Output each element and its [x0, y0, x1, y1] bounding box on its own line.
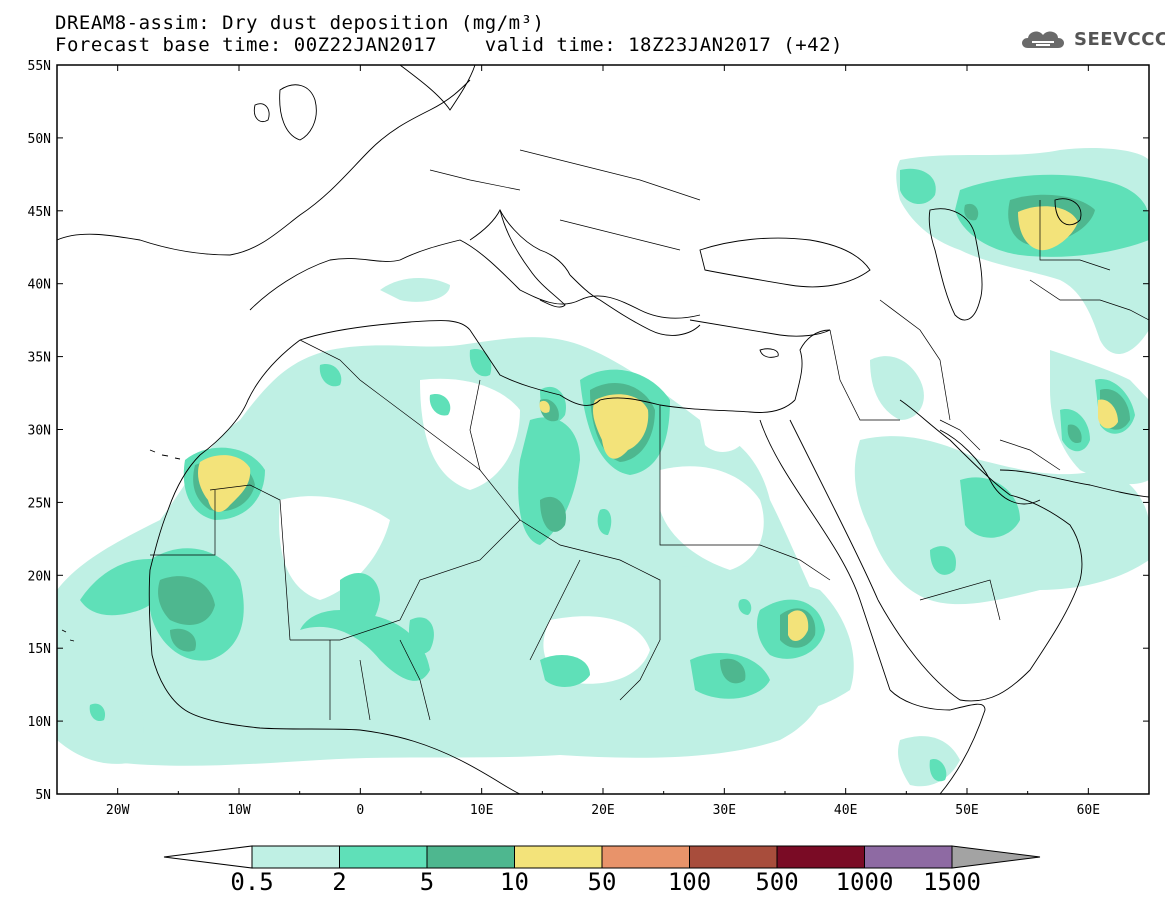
logo-text: SEEVCCC: [1074, 28, 1165, 50]
lon-tick-label: 40E: [834, 803, 857, 818]
colorbar-under-triangle: [163, 845, 253, 869]
colorbar-swatch: [776, 845, 865, 869]
lon-tick-label: 10W: [227, 803, 251, 818]
colorbar-level-label: 50: [587, 868, 617, 896]
forecast-time-subtitle: Forecast base time: 00Z22JAN2017 valid t…: [55, 34, 843, 56]
colorbar-swatch: [514, 845, 603, 869]
lat-tick-label: 30N: [28, 424, 51, 439]
colorbar-swatch: [864, 845, 953, 869]
colorbar-level-label: 500: [755, 868, 799, 896]
longitude-axis: 20W 10W 0 10E 20E 30E 40E 50E 60E: [56, 65, 1150, 818]
colorbar-level-label: 1000: [835, 868, 894, 896]
seevccc-logo: SEEVCCC: [1018, 26, 1165, 52]
lon-tick-label: 50E: [955, 803, 978, 818]
cloud-icon: [1022, 31, 1064, 48]
lat-tick-label: 55N: [28, 59, 51, 74]
lat-tick-label: 15N: [28, 642, 51, 657]
lat-tick-label: 40N: [28, 278, 51, 293]
lon-tick-label: 20E: [591, 803, 614, 818]
lon-tick-label: 0: [356, 803, 364, 818]
lat-tick-label: 50N: [28, 132, 51, 147]
lat-tick-label: 25N: [28, 496, 51, 511]
colorbar-level-label: 10: [500, 868, 529, 896]
lat-tick-label: 45N: [28, 205, 51, 220]
lat-tick-label: 35N: [28, 351, 51, 366]
colorbar-swatch: [426, 845, 515, 869]
latitude-axis: 5N 10N 15N 20N 25N 30N 35N 40N 45N 50N 55N: [28, 59, 1149, 803]
border-layer: [150, 149, 1149, 721]
dust-field-layer: [57, 148, 1149, 787]
coastline-layer: [57, 65, 1149, 794]
colorbar-level-label: 5: [419, 868, 435, 896]
colorbar-level-label: 100: [667, 868, 712, 896]
lat-tick-label: 20N: [28, 569, 51, 584]
colorbar-swatch: [601, 845, 690, 869]
colorbar-over-triangle: [951, 845, 1041, 869]
lon-tick-label: 30E: [713, 803, 736, 818]
colorbar-level-label: 2: [332, 868, 347, 896]
map-title: DREAM8-assim: Dry dust deposition (mg/m³…: [55, 12, 545, 34]
lat-tick-label: 5N: [35, 788, 51, 803]
colorbar-level-label: 0.5: [230, 868, 274, 896]
lon-tick-label: 60E: [1077, 803, 1100, 818]
lon-tick-label: 20W: [106, 803, 130, 818]
lat-tick-label: 10N: [28, 715, 51, 730]
colorbar-swatch: [339, 845, 428, 869]
colorbar-level-label: 1500: [923, 868, 981, 896]
lon-tick-label: 10E: [470, 803, 493, 818]
colorbar-swatch: [689, 845, 778, 869]
colorbar-swatch: [251, 845, 340, 869]
